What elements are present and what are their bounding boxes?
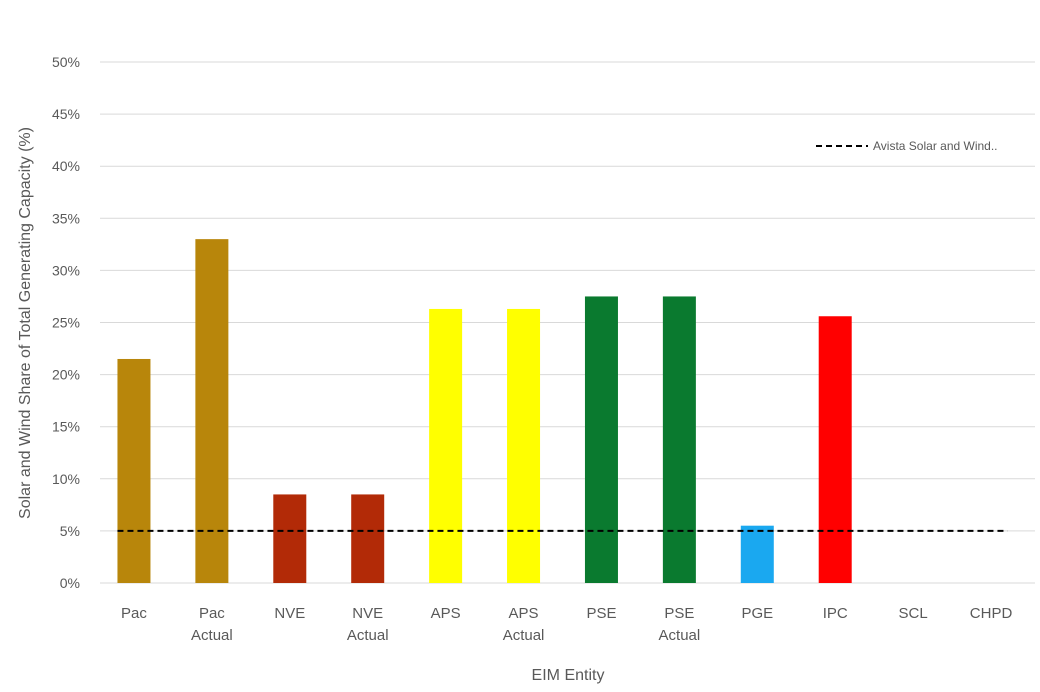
x-category-label: APS Actual: [503, 605, 545, 644]
y-tick-label: 45%: [52, 106, 80, 122]
bar-aps-actual: [507, 308, 541, 583]
bar-pse-actual: [662, 296, 696, 583]
bar-pge: [740, 525, 774, 583]
x-category-label: NVE: [274, 605, 305, 622]
legend: Avista Solar and Wind..: [816, 139, 998, 153]
x-category-label: CHPD: [970, 605, 1013, 622]
bar-pac-actual: [195, 239, 229, 583]
gridlines: [100, 61, 1035, 584]
y-tick-label: 25%: [52, 315, 80, 331]
x-category-label: NVE Actual: [347, 605, 389, 644]
x-category-label: SCL: [899, 605, 928, 622]
y-tick-label: 15%: [52, 419, 80, 435]
bar-aps: [429, 308, 463, 583]
bar-nve-actual: [351, 494, 385, 583]
bar-nve: [273, 494, 307, 583]
y-axis-ticks: 0% 5% 10% 15% 20% 25% 30% 35% 40% 45% 50%: [52, 54, 80, 591]
y-tick-label: 30%: [52, 262, 80, 278]
y-tick-label: 50%: [52, 54, 80, 70]
y-tick-label: 10%: [52, 471, 80, 487]
legend-label: Avista Solar and Wind..: [873, 139, 998, 153]
y-tick-label: 35%: [52, 210, 80, 226]
y-tick-label: 0%: [60, 575, 80, 591]
bars: [117, 239, 852, 583]
x-category-label: Pac: [121, 605, 147, 622]
bar-ipc: [818, 316, 852, 583]
y-axis-title: Solar and Wind Share of Total Generating…: [17, 127, 34, 519]
y-tick-label: 20%: [52, 367, 80, 383]
x-category-label: APS: [431, 605, 461, 622]
x-category-label: PGE: [741, 605, 773, 622]
x-category-label: PSE Actual: [659, 605, 701, 644]
y-tick-label: 40%: [52, 158, 80, 174]
x-axis-categories: Pac Pac Actual NVE NVE Actual APS APS Actual PSE P…: [121, 605, 1012, 644]
x-category-label: IPC: [823, 605, 848, 622]
y-tick-label: 5%: [60, 523, 80, 539]
x-category-label: Pac Actual: [191, 605, 233, 644]
bar-pse: [584, 296, 618, 583]
x-category-label: PSE: [586, 605, 616, 622]
x-axis-title: EIM Entity: [532, 667, 605, 684]
bar-pac: [117, 358, 151, 583]
